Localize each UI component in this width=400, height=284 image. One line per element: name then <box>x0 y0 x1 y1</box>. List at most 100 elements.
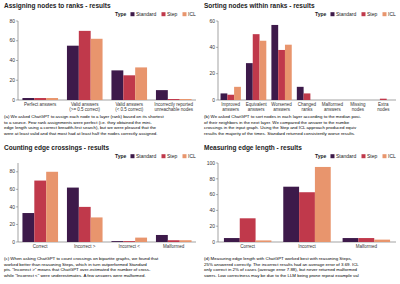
legend-swatch <box>183 12 187 16</box>
text-line: answers <box>273 107 291 112</box>
y-tick-label: 80 <box>9 168 15 174</box>
bar <box>310 100 317 101</box>
legend-swatch <box>383 154 387 158</box>
bar <box>354 100 361 101</box>
text-line: edge length using a correct breadth-firs… <box>4 125 157 130</box>
y-tick-label: 20 <box>209 223 215 229</box>
text-line: ranks <box>301 107 313 112</box>
bar <box>123 241 135 242</box>
bar <box>180 240 192 242</box>
legend: TypeStandardStepICL <box>115 153 196 159</box>
legend-entry: Step <box>367 153 378 159</box>
annotation: (a) We asked ChatGPT to assign each node… <box>4 114 164 136</box>
text-line: (b) We asked ChatGPT to sort nodes in ea… <box>204 114 362 119</box>
bar <box>91 217 103 242</box>
y-tick-label: 20 <box>9 77 15 83</box>
legend-entry: Standard <box>136 153 157 159</box>
x-tick-label: Correct <box>33 244 49 249</box>
y-tick-label: 0 <box>212 97 215 103</box>
text-line: pts. "Incorrect >" means that ChatGPT ov… <box>4 267 151 272</box>
chart-title: Counting edge crossings - results <box>4 144 109 152</box>
y-tick-label: 80 <box>209 176 215 182</box>
x-tick-label: Incorrect > <box>74 244 96 249</box>
bar <box>123 75 135 100</box>
bar <box>156 90 168 100</box>
text-line: (>= 0.5 correct) <box>69 107 100 112</box>
y-tick-label: 0 <box>12 239 15 245</box>
bar <box>380 99 387 100</box>
bar <box>283 187 299 242</box>
legend: TypeStandardStepICL <box>315 153 396 159</box>
text-line: were at least valid and that most had at… <box>4 131 158 136</box>
y-tick-label: 100 <box>207 160 216 166</box>
x-tick-label: Incorrect < <box>119 244 141 249</box>
y-tick-label: 40 <box>9 57 15 63</box>
bar <box>374 240 390 242</box>
legend-swatch <box>130 12 134 16</box>
bar <box>348 100 355 101</box>
text-line: swers. Low correctness may be due to the… <box>204 273 359 278</box>
y-tick-label: 40 <box>209 207 215 213</box>
bar <box>46 98 58 100</box>
y-tick-label: 20 <box>9 221 15 227</box>
chart-panel: Counting edge crossings - results0204060… <box>4 144 196 278</box>
figure: Assigning nodes to ranks - results020406… <box>0 0 400 284</box>
text-line: (a) We asked ChatGPT to assign each node… <box>4 114 164 119</box>
bar <box>34 98 46 100</box>
legend-entry: ICL <box>388 11 396 17</box>
y-tick-label: 60 <box>209 191 215 197</box>
y-tick-label: 0 <box>212 239 215 245</box>
y-tick-label: 0 <box>12 97 15 103</box>
legend-swatch <box>361 154 365 158</box>
bar <box>91 39 103 100</box>
x-tick-label: Valid answers(>= 0.5 correct) <box>69 102 100 112</box>
legend-entry: ICL <box>188 11 196 17</box>
text-line: Incorrect > <box>74 244 96 249</box>
legend-entry: ICL <box>388 153 396 159</box>
bar <box>224 238 240 242</box>
bar <box>240 218 256 242</box>
y-tick-label: 40 <box>209 44 215 50</box>
y-tick-label: 60 <box>209 18 215 24</box>
legend-entry: Step <box>167 153 178 159</box>
text-line: (d) Measuring edge length with ChatGPT w… <box>204 256 352 261</box>
y-axis-line <box>18 21 19 100</box>
text-line: unreachable nodes <box>155 107 194 112</box>
bar <box>373 100 380 101</box>
text-line: Correct <box>240 244 256 249</box>
bar <box>343 238 359 242</box>
bar <box>227 95 234 100</box>
bar <box>67 188 79 242</box>
text-line: Malformed <box>356 244 378 249</box>
legend-entry: Standard <box>136 11 157 17</box>
bar <box>111 241 123 242</box>
bar <box>299 192 315 242</box>
legend-title: Type <box>315 11 327 17</box>
bar <box>358 238 374 242</box>
bar <box>46 172 58 242</box>
bar <box>168 240 180 242</box>
chart-title: Sorting nodes within ranks - results <box>204 2 315 10</box>
legend-swatch <box>330 154 334 158</box>
text-line: to a source. Few rank assignments were p… <box>4 120 152 125</box>
x-tick-label: Malformedanswers <box>322 102 344 112</box>
bar <box>135 238 147 242</box>
text-line: worked better than reasoning Steps, whic… <box>4 262 147 267</box>
bar <box>278 50 285 100</box>
x-tick-label: Changedranks <box>298 102 317 112</box>
chart-panel: Measuring edge length - results020406080… <box>204 144 396 278</box>
bars <box>224 167 390 242</box>
bar <box>387 100 394 101</box>
bar <box>246 63 253 100</box>
text-line: answers <box>324 107 342 112</box>
x-tick-label: Equivalentanswers <box>246 102 268 112</box>
text-line: answers <box>222 107 240 112</box>
x-tick-label: Perfect answers <box>24 102 57 107</box>
legend-title: Type <box>115 11 127 17</box>
legend-title: Type <box>115 153 127 159</box>
x-tick-label: Malformed <box>163 244 185 249</box>
legend-entry: Standard <box>336 153 357 159</box>
bar <box>285 45 292 100</box>
text-line: Malformed <box>163 244 185 249</box>
bar <box>256 240 272 242</box>
